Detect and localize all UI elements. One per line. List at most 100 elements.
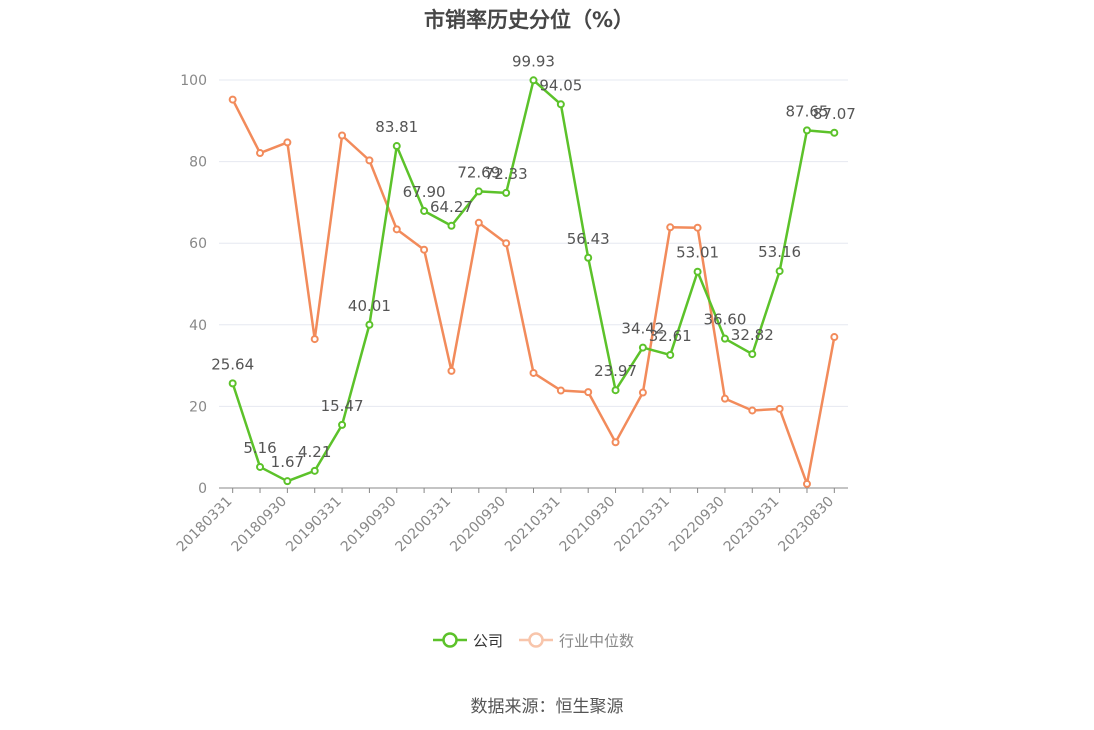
data-point [365,156,374,165]
data-label: 25.64 [211,355,254,373]
x-tick-label: 20180331 [174,494,236,556]
data-label: 72.69 [457,163,500,181]
data-point [529,368,538,377]
data-labels: 25.64 5.161.674.21 15.47 40.01 83.81 67.9064.… [211,52,856,471]
data-point [228,379,237,388]
legend: 公司 行业中位数 [433,632,634,650]
y-tick-label: 100 [180,73,207,89]
data-point [283,138,292,147]
data-label: 4.21 [298,443,331,461]
y-tick-label: 60 [189,236,207,252]
data-label: 15.47 [321,397,364,415]
series-lines [228,76,839,488]
x-tick-label: 20190930 [338,494,400,556]
data-point [474,218,483,227]
data-label: 5.16 [243,439,276,457]
axes: 0 20 40 60 80 100 2018033120180930201903312019… [174,73,848,555]
data-label: 99.93 [512,52,555,70]
data-point [447,366,456,375]
x-tick-label: 20180930 [228,494,290,556]
data-point [666,350,675,359]
x-tick-label: 20230331 [721,494,783,556]
x-tick-label: 20230830 [775,494,837,556]
series-line [231,99,836,486]
data-label: 36.60 [703,311,746,329]
x-tick-label: 20220930 [666,494,728,556]
data-point [611,438,620,447]
data-label: 32.61 [649,327,692,345]
data-point [365,320,374,329]
data-point [666,223,675,232]
legend-marker [442,632,458,648]
data-label: 87.07 [813,105,856,123]
legend-marker [528,632,544,648]
y-tick-label: 40 [189,318,207,334]
data-label: 53.16 [758,243,801,261]
data-point [556,100,565,109]
data-point [638,343,647,352]
legend-item[interactable]: 行业中位数 [519,632,634,650]
data-label: 1.67 [271,453,304,471]
data-point [748,406,757,415]
data-point [529,76,538,85]
data-label: 67.90 [403,183,446,201]
data-point [748,350,757,359]
y-tick-label: 20 [189,399,207,415]
data-point [420,206,429,215]
data-point [584,253,593,262]
data-label: 94.05 [539,76,582,94]
data-label: 56.43 [567,230,610,248]
data-label: 32.82 [731,326,774,344]
data-point [775,267,784,276]
data-point [693,267,702,276]
data-point [802,126,811,135]
x-tick-label: 20200930 [447,494,509,556]
data-point [338,131,347,140]
source-note: 数据来源：恒生聚源 [470,697,624,717]
data-point [283,477,292,486]
data-point [392,225,401,234]
data-point [720,394,729,403]
x-tick-label: 20220331 [611,494,673,556]
data-point [310,466,319,475]
x-tick-label: 20190331 [283,494,345,556]
legend-label: 公司 [473,632,503,650]
data-point [338,420,347,429]
data-point [775,404,784,413]
y-tick-label: 0 [198,481,207,497]
data-point [830,128,839,137]
data-point [693,223,702,232]
data-point [830,333,839,342]
legend-label: 行业中位数 [559,632,634,650]
x-tick-label: 20210331 [502,494,564,556]
legend-item[interactable]: 公司 [433,632,503,650]
data-point [502,188,511,197]
data-point [256,149,265,158]
data-point [720,334,729,343]
data-label: 83.81 [375,118,418,136]
data-point [802,479,811,488]
x-tick-label: 20210930 [557,494,619,556]
data-point [556,386,565,395]
data-point [420,245,429,254]
data-point [502,239,511,248]
data-label: 40.01 [348,297,391,315]
data-point [310,335,319,344]
data-label: 87.65 [786,102,829,120]
data-point [392,142,401,151]
data-point [584,388,593,397]
x-tick-label: 20200331 [393,494,455,556]
data-point [611,386,620,395]
data-point [228,95,237,104]
data-point [256,462,265,471]
data-label: 34.42 [621,320,664,338]
y-tick-label: 80 [189,155,207,171]
data-label: 53.01 [676,244,719,262]
data-label: 72.33 [485,165,528,183]
chart-title: 市销率历史分位（%） [423,8,635,32]
data-point [447,221,456,230]
data-label: 64.27 [430,198,473,216]
data-label: 23.97 [594,362,637,380]
data-point [474,187,483,196]
